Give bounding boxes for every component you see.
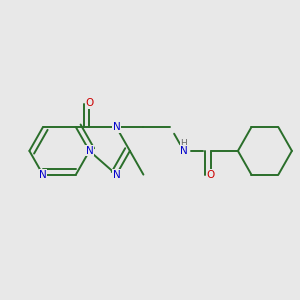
Text: N: N: [112, 122, 120, 132]
Text: O: O: [85, 98, 94, 109]
Text: N: N: [85, 146, 93, 156]
Text: N: N: [112, 169, 120, 180]
Text: N: N: [39, 169, 47, 180]
Text: H: H: [181, 139, 187, 148]
Text: N: N: [180, 146, 188, 156]
Text: O: O: [207, 169, 215, 180]
